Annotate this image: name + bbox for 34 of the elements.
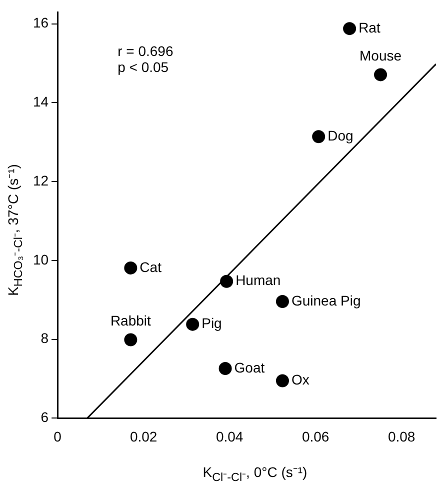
- annotation: Rabbit: [110, 312, 152, 329]
- y-tick-label: 8: [40, 330, 49, 346]
- y-tick-label: 10: [32, 251, 49, 268]
- x-tick-label: 0.04: [216, 428, 244, 444]
- x-tick-label: 0: [54, 428, 62, 444]
- point: [124, 333, 138, 346]
- y-tick-label: 12: [32, 172, 49, 188]
- point: [276, 374, 289, 388]
- annotation: Rat: [358, 19, 380, 36]
- y-tick-label: 6: [40, 409, 49, 426]
- point: [218, 362, 232, 376]
- point: [312, 130, 326, 144]
- point: [374, 68, 388, 82]
- x-tick-label: 0.08: [388, 428, 416, 444]
- annotation: Dog: [328, 127, 354, 144]
- annotation: Ox: [291, 372, 310, 388]
- point: [276, 294, 289, 308]
- annotation: p < 0.05: [118, 58, 169, 75]
- x-tick-label: 0.02: [130, 428, 158, 444]
- annotation: Goat: [234, 359, 265, 376]
- x-tick-label: 0.06: [302, 428, 330, 444]
- y-tick-label: 14: [32, 94, 49, 110]
- annotation: Human: [236, 272, 281, 288]
- annotation: r = 0.696: [118, 42, 174, 59]
- annotation: Mouse: [360, 48, 402, 64]
- y-tick-label: 16: [32, 14, 49, 31]
- annotation: Guinea Pig: [291, 292, 361, 308]
- x-axis-title: K$_{Cl⁻-Cl⁻}$, 0°C (s⁻¹): [202, 463, 308, 484]
- annotation: Pig: [202, 315, 222, 332]
- annotation: Cat: [140, 258, 162, 275]
- point: [186, 318, 200, 331]
- point: [343, 22, 356, 36]
- point: [124, 261, 138, 274]
- point: [220, 274, 234, 288]
